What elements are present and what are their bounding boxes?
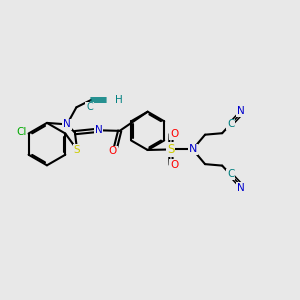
Text: O: O bbox=[170, 160, 178, 170]
Text: C: C bbox=[227, 169, 235, 179]
Text: C: C bbox=[86, 102, 93, 112]
Text: N: N bbox=[188, 144, 197, 154]
Text: O: O bbox=[170, 129, 178, 139]
Text: O: O bbox=[109, 146, 117, 157]
Text: N: N bbox=[63, 119, 71, 129]
Text: C: C bbox=[227, 119, 235, 129]
Text: H: H bbox=[115, 95, 123, 105]
Text: S: S bbox=[74, 145, 80, 155]
Text: Cl: Cl bbox=[16, 127, 26, 137]
Text: N: N bbox=[236, 183, 244, 193]
Text: S: S bbox=[167, 143, 174, 156]
Text: N: N bbox=[94, 125, 102, 135]
Text: N: N bbox=[236, 106, 244, 116]
